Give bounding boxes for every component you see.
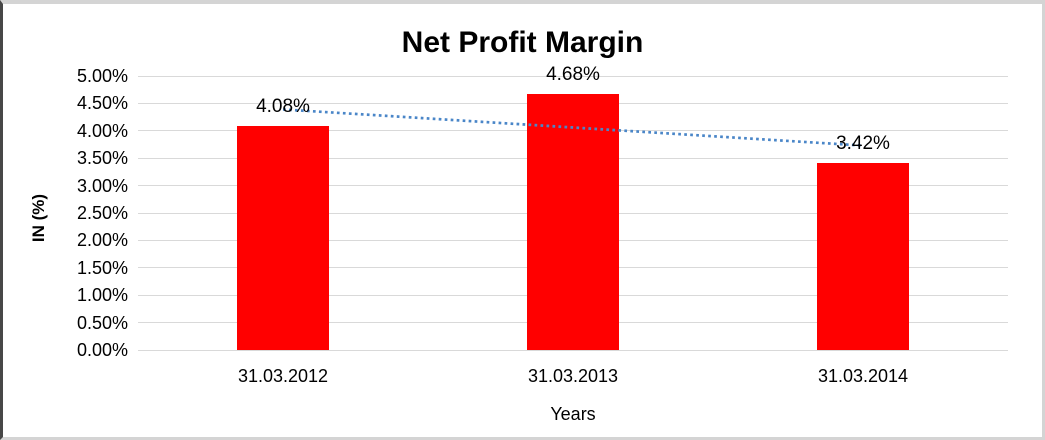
- y-tick-label: 2.50%: [76, 203, 128, 223]
- y-tick-label: 4.50%: [76, 93, 128, 114]
- bar: [237, 126, 329, 350]
- y-tick-label: 2.00%: [76, 230, 128, 251]
- x-axis-title: Years: [550, 404, 596, 424]
- data-label: 4.68%: [546, 63, 600, 85]
- y-tick-label: 3.50%: [76, 148, 128, 169]
- plot-area: 0.00% 0.50% 1.00% 1.50% 2.00% 2.50% 3.00% 3.50%…: [77, 64, 1008, 386]
- gridline: [138, 75, 1008, 77]
- chart-title: Net Profit Margin: [401, 26, 644, 59]
- y-tick-label: 1.00%: [76, 285, 128, 306]
- x-tick-label: 31.03.2012: [237, 366, 329, 386]
- trendline: [282, 108, 864, 147]
- data-label: 4.08%: [256, 96, 310, 118]
- x-tick-label: 31.03.2014: [817, 366, 909, 386]
- y-tick-label: 3.00%: [76, 175, 128, 196]
- x-tick-label: 31.03.2013: [527, 366, 619, 386]
- y-tick-label: 0.00%: [76, 340, 128, 360]
- y-tick-label: 0.50%: [76, 312, 128, 333]
- data-label: 3.42%: [836, 132, 890, 154]
- y-tick-label: 4.00%: [76, 120, 128, 141]
- y-tick-label: 5.00%: [76, 66, 128, 86]
- gridline: [138, 349, 1008, 351]
- y-axis-title: IN (%): [29, 193, 48, 243]
- bar: [527, 93, 619, 350]
- bar: [817, 162, 909, 350]
- y-tick-label: 1.50%: [76, 257, 128, 278]
